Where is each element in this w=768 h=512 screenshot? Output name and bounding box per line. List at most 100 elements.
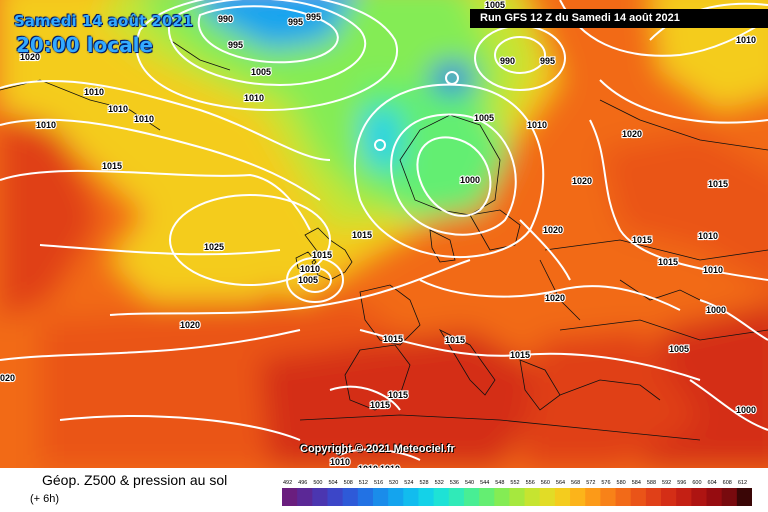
isobar-label: 1010 [36,120,56,130]
isobar-label: 1015 [383,334,403,344]
isobar-label: 1020 [545,293,565,303]
isobar-label: 995 [540,56,555,66]
legend-swatch [282,488,298,506]
isobar-label: 1015 [708,179,728,189]
isobar-label: 1010 [527,120,547,130]
isobar-label: 1005 [298,275,318,285]
legend-swatch [706,488,723,506]
legend-swatch [539,488,556,506]
legend-tick-label: 528 [419,480,428,486]
legend-swatch [615,488,632,506]
isobar-label: 1015 [352,230,372,240]
legend-tick-label: 544 [480,480,489,486]
legend-tick-label: 512 [359,480,368,486]
isobar-label: 995 [288,17,303,27]
isobar-label: 1010 [736,35,756,45]
legend-swatch [372,488,389,506]
map-caption: Géop. Z500 & pression au sol [42,472,228,488]
forecast-offset: (+ 6h) [30,493,60,505]
legend-swatch [327,488,344,506]
legend-tick-label: 532 [435,480,444,486]
legend-swatch [600,488,617,506]
isobar-label: 1020 [20,52,40,62]
isobar-label: 1010 [134,114,154,124]
time-title: 20:00 locale [16,33,153,57]
isobar-label: 1015 [312,250,332,260]
isobar-label: 1015 [370,400,390,410]
legend-swatch [736,488,752,506]
legend-swatch [433,488,450,506]
weather-map: 990 995 995 995 1020 1005 1010 1010 1010… [0,0,768,468]
isobar-label: 1005 [474,113,494,123]
isobar-label: 1000 [706,305,726,315]
legend-swatch [479,488,495,506]
isobar-label: 1010 [330,457,350,467]
isobar-label: 1020 [622,129,642,139]
isobar-label: 990 [500,56,515,66]
legend-swatch [661,488,677,506]
isobar-label: 1000 [736,405,756,415]
isobar-label: 990 [218,14,233,24]
legend-swatch [524,488,541,506]
legend-tick-label: 588 [647,480,656,486]
legend-swatch [403,488,419,506]
isobar-label: 1015 [445,335,465,345]
low-centers [374,71,459,151]
legend-tick-label: 540 [465,480,474,486]
copyright: Copyright © 2021 Meteociel.fr [300,443,455,455]
legend-swatch [418,488,435,506]
isobar-label: 1010 [698,231,718,241]
legend-tick-label: 560 [541,480,550,486]
legend-tick-label: 604 [708,480,717,486]
legend-tick-label: 524 [404,480,413,486]
isobar-label: 995 [228,40,243,50]
isobar-label: 1015 [632,235,652,245]
legend-tick-label: 504 [328,480,337,486]
legend-tick-label: 552 [510,480,519,486]
legend-swatch [448,488,465,506]
legend-swatch [585,488,601,506]
legend-tick-label: 500 [313,480,322,486]
isobar-label: 1015 [658,257,678,267]
legend-swatch [630,488,647,506]
isobar-label: 1010 [358,464,378,468]
date-title: Samedi 14 août 2021 [14,12,194,30]
legend-tick-label: 556 [526,480,535,486]
legend-swatch [645,488,662,506]
isobars [0,0,768,460]
legend-tick-label: 516 [374,480,383,486]
legend-swatch [463,488,480,506]
legend-swatch [676,488,692,506]
isobar-label: 020 [0,373,15,383]
legend-swatch [509,488,526,506]
legend-swatch [570,488,586,506]
legend-tick-label: 580 [617,480,626,486]
legend-swatch [494,488,510,506]
legend-swatch [388,488,404,506]
legend-tick-label: 536 [450,480,459,486]
isobar-label: 1015 [102,161,122,171]
isobar-label: 1020 [543,225,563,235]
isobar-label: 1010 [108,104,128,114]
legend-tick-label: 608 [723,480,732,486]
pressure-labels: 990 995 995 995 1020 1005 1010 1010 1010… [0,0,757,468]
isobar-label: 1020 [572,176,592,186]
isobar-label: 1005 [485,0,505,10]
isobar-label: 1000 [460,175,480,185]
legend-tick-label: 520 [389,480,398,486]
legend-swatch [312,488,328,506]
isobar-label: 1010 [300,264,320,274]
isobar-label: 1010 [244,93,264,103]
legend-tick-label: 596 [677,480,686,486]
isobar-label: 1010 [703,265,723,275]
legend-tick-label: 572 [586,480,595,486]
isobar-label: 1005 [251,67,271,77]
legend-swatch [342,488,359,506]
run-label: Run GFS 12 Z du Samedi 14 août 2021 [470,9,768,28]
legend-swatch [554,488,571,506]
geopotential-field [0,0,768,468]
isobar-label: 995 [306,12,321,22]
isobar-label: 1005 [669,344,689,354]
legend-tick-label: 508 [344,480,353,486]
legend-tick-label: 492 [283,480,292,486]
